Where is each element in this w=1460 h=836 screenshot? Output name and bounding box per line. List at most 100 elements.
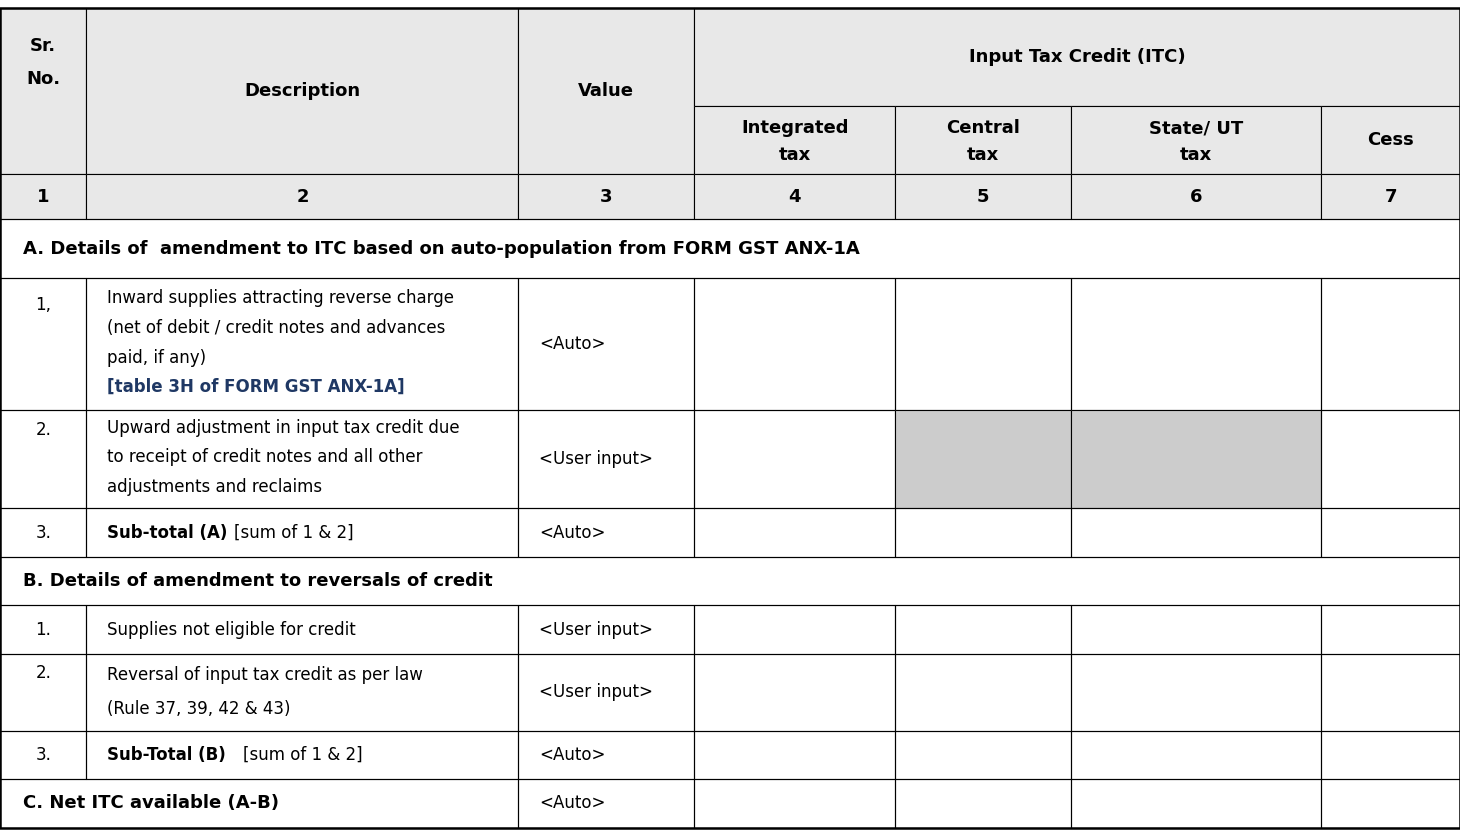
Bar — [895, 508, 1072, 557]
Bar — [1072, 410, 1321, 508]
Bar — [0, 508, 86, 557]
Text: 7: 7 — [1384, 187, 1397, 206]
Bar — [1072, 106, 1321, 175]
Text: to receipt of credit notes and all other: to receipt of credit notes and all other — [107, 448, 422, 466]
Text: tax: tax — [1180, 146, 1212, 165]
Bar — [695, 731, 895, 779]
Text: Supplies not eligible for credit: Supplies not eligible for credit — [107, 620, 356, 639]
Bar — [1072, 731, 1321, 779]
Text: (Rule 37, 39, 42 & 43): (Rule 37, 39, 42 & 43) — [107, 700, 291, 718]
Text: 2.: 2. — [35, 664, 51, 682]
Text: C. Net ITC available (A-B): C. Net ITC available (A-B) — [23, 794, 279, 813]
Bar — [86, 8, 518, 175]
Bar — [0, 779, 518, 828]
Text: [sum of 1 & 2]: [sum of 1 & 2] — [234, 523, 353, 542]
Bar — [695, 605, 895, 654]
Bar — [895, 779, 1072, 828]
Bar — [1321, 175, 1460, 219]
Bar — [86, 278, 518, 410]
Bar — [86, 605, 518, 654]
Text: Input Tax Credit (ITC): Input Tax Credit (ITC) — [969, 48, 1186, 66]
Text: 3.: 3. — [35, 746, 51, 764]
Text: adjustments and reclaims: adjustments and reclaims — [107, 477, 323, 496]
Bar — [1321, 175, 1460, 219]
Bar — [1072, 779, 1321, 828]
Text: 1,: 1, — [35, 296, 51, 314]
Bar — [518, 410, 695, 508]
Bar — [695, 106, 895, 175]
Text: Sub-Total (B): Sub-Total (B) — [107, 746, 237, 764]
Bar — [1321, 779, 1460, 828]
Bar — [518, 8, 695, 175]
Bar — [86, 175, 518, 219]
Bar — [895, 106, 1072, 175]
Bar — [0, 605, 86, 654]
Bar — [695, 779, 895, 828]
Bar — [1321, 605, 1460, 654]
Text: 2.: 2. — [35, 421, 51, 439]
Bar — [518, 654, 695, 731]
Bar — [695, 508, 895, 557]
Text: <Auto>: <Auto> — [539, 746, 606, 764]
Text: 3.: 3. — [35, 523, 51, 542]
Text: 1: 1 — [36, 187, 50, 206]
Text: tax: tax — [967, 146, 1000, 165]
Bar — [895, 175, 1072, 219]
Bar — [0, 8, 86, 175]
Text: 5: 5 — [977, 187, 990, 206]
Bar — [695, 654, 895, 731]
Text: (net of debit / credit notes and advances: (net of debit / credit notes and advance… — [107, 319, 445, 337]
Bar — [86, 8, 518, 175]
Bar — [695, 106, 895, 175]
Text: [sum of 1 & 2]: [sum of 1 & 2] — [242, 746, 362, 764]
Bar — [1321, 508, 1460, 557]
Bar — [518, 175, 695, 219]
Text: Sr.: Sr. — [31, 37, 57, 54]
Bar — [695, 175, 895, 219]
Bar — [0, 410, 86, 508]
Bar — [518, 8, 695, 175]
Bar — [895, 410, 1072, 508]
Text: <Auto>: <Auto> — [539, 335, 606, 354]
Bar — [86, 508, 518, 557]
Text: 6: 6 — [1190, 187, 1203, 206]
Text: Upward adjustment in input tax credit due: Upward adjustment in input tax credit du… — [107, 419, 460, 437]
Bar — [0, 175, 86, 219]
Bar — [695, 410, 895, 508]
Text: <User input>: <User input> — [539, 683, 653, 701]
Bar — [0, 175, 86, 219]
Text: 1.: 1. — [35, 620, 51, 639]
Bar — [518, 605, 695, 654]
Bar — [895, 106, 1072, 175]
Text: 4: 4 — [788, 187, 802, 206]
Bar — [1072, 654, 1321, 731]
Text: Integrated: Integrated — [742, 119, 848, 137]
Bar — [1321, 654, 1460, 731]
Text: [table 3H of FORM GST ANX-1A]: [table 3H of FORM GST ANX-1A] — [107, 378, 404, 396]
Text: Reversal of input tax credit as per law: Reversal of input tax credit as per law — [107, 666, 423, 685]
Bar — [518, 278, 695, 410]
Bar — [518, 731, 695, 779]
Bar — [0, 219, 1460, 278]
Bar — [695, 278, 895, 410]
Bar — [518, 175, 695, 219]
Bar — [895, 731, 1072, 779]
Text: State/ UT: State/ UT — [1149, 119, 1244, 137]
Text: A. Details of  amendment to ITC based on auto-population from FORM GST ANX-1A: A. Details of amendment to ITC based on … — [23, 240, 860, 257]
Bar — [1072, 106, 1321, 175]
Text: tax: tax — [778, 146, 810, 165]
Text: B. Details of amendment to reversals of credit: B. Details of amendment to reversals of … — [23, 572, 493, 590]
Bar — [518, 508, 695, 557]
Bar — [895, 278, 1072, 410]
Bar — [0, 731, 86, 779]
Bar — [1072, 278, 1321, 410]
Bar — [1072, 175, 1321, 219]
Text: 3: 3 — [600, 187, 613, 206]
Bar — [695, 175, 895, 219]
Text: <Auto>: <Auto> — [539, 523, 606, 542]
Text: Description: Description — [244, 83, 361, 100]
Text: paid, if any): paid, if any) — [107, 349, 206, 366]
Bar — [1321, 106, 1460, 175]
Bar — [0, 654, 86, 731]
Bar — [518, 779, 695, 828]
